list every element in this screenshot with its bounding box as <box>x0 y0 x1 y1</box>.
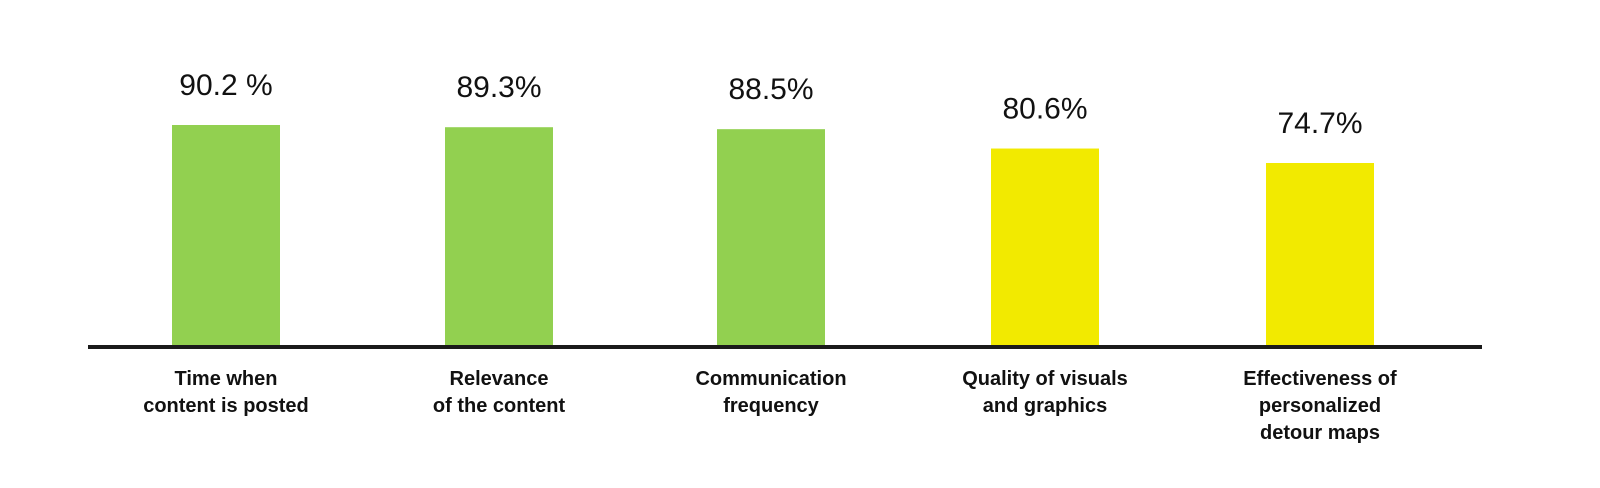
category-label-1-line-2: content is posted <box>143 395 309 417</box>
value-labels-group: 90.2 % 89.3% 88.5% 80.6% 74.7% <box>179 69 1362 140</box>
bar-4 <box>991 148 1099 347</box>
bar-2 <box>445 127 553 347</box>
bars-group <box>172 125 1374 347</box>
category-label-1-line-1: Time when <box>175 368 278 390</box>
category-label-3-line-1: Communication <box>695 368 846 390</box>
bar-5 <box>1266 163 1374 347</box>
value-label-1: 90.2 % <box>179 69 272 102</box>
category-label-4-line-1: Quality of visuals <box>962 368 1128 390</box>
category-label-3-line-2: frequency <box>723 395 819 417</box>
category-label-2-line-1: Relevance <box>450 368 549 390</box>
category-label-2-line-2: of the content <box>433 395 566 417</box>
category-label-4-line-2: and graphics <box>983 395 1107 417</box>
bar-3 <box>717 129 825 347</box>
value-label-2: 89.3% <box>456 71 541 104</box>
category-label-5-line-2: personalized <box>1259 395 1381 417</box>
category-labels-group: Time when content is posted Relevance of th… <box>143 368 1397 444</box>
category-label-5-line-3: detour maps <box>1260 422 1380 444</box>
value-label-3: 88.5% <box>728 73 813 106</box>
value-label-4: 80.6% <box>1002 93 1087 126</box>
category-label-5-line-1: Effectiveness of <box>1243 368 1397 390</box>
bar-1 <box>172 125 280 347</box>
value-label-5: 74.7% <box>1277 107 1362 140</box>
